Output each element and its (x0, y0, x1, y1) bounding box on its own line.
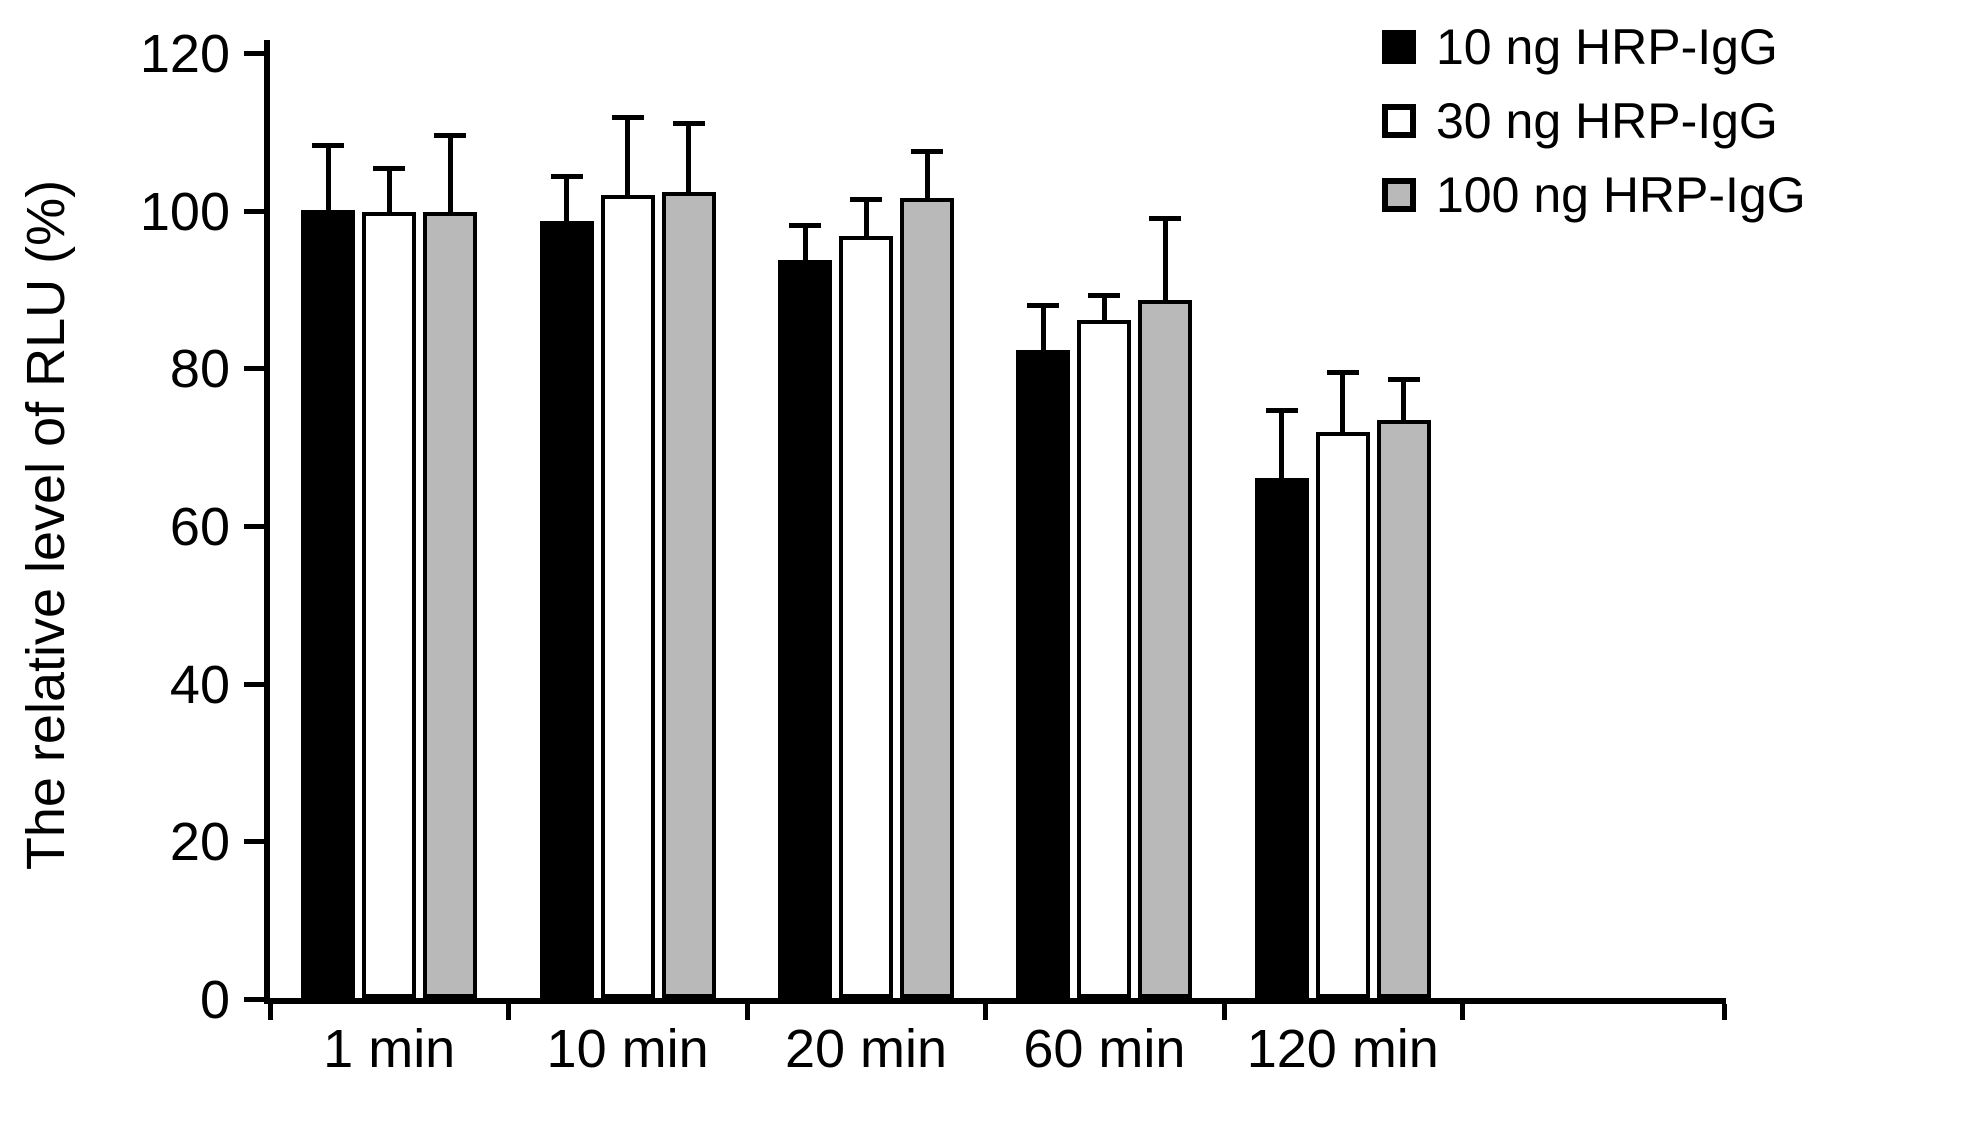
y-tick (244, 51, 264, 56)
error-bar-cap (1027, 303, 1060, 309)
error-bar-cap (611, 115, 644, 121)
y-tick-label: 40 (169, 654, 230, 715)
y-axis-line (264, 40, 270, 1004)
error-bar-cap (1265, 407, 1298, 413)
error-bar-cap (789, 223, 821, 229)
legend-label: 30 ng HRP-IgG (1436, 93, 1778, 149)
bar (778, 260, 832, 998)
error-bar-line (1040, 305, 1046, 350)
error-bar-line (924, 151, 930, 198)
y-tick-label: 0 (199, 970, 230, 1030)
error-bar-line (625, 117, 631, 196)
x-tick (506, 1004, 512, 1020)
bar (539, 221, 594, 998)
bar (600, 195, 655, 998)
error-bar-cap (1326, 370, 1359, 376)
y-tick (244, 524, 264, 529)
bar (900, 197, 954, 998)
error-bar-line (1101, 294, 1107, 321)
error-bar-cap (1387, 377, 1420, 383)
error-bar-cap (550, 173, 583, 179)
x-axis-label: 60 min (1023, 1019, 1186, 1079)
error-bar-cap (1088, 292, 1121, 298)
legend-item: 30 ng HRP-IgG (1382, 90, 1806, 152)
error-bar-cap (672, 120, 705, 126)
legend-item: 100 ng HRP-IgG (1382, 164, 1806, 226)
y-tick-label: 60 (169, 497, 230, 557)
bar (1376, 420, 1431, 998)
error-bar-line (863, 199, 869, 236)
error-bar-line (447, 134, 453, 213)
y-tick (244, 681, 264, 687)
y-tick-label: 20 (169, 812, 230, 873)
error-bar-line (686, 122, 692, 192)
y-tick (244, 208, 264, 214)
legend-swatch (1382, 104, 1416, 138)
bar (1138, 299, 1193, 998)
legend-item: 10 ng HRP-IgG (1382, 16, 1806, 78)
bar (423, 212, 478, 998)
bar (1016, 349, 1071, 998)
x-tick (983, 1004, 989, 1020)
y-tick-label: 80 (169, 339, 230, 400)
x-tick (268, 1004, 273, 1020)
bar (1315, 431, 1370, 998)
error-bar-line (325, 145, 331, 210)
bar (1077, 320, 1132, 998)
error-bar-line (564, 175, 570, 222)
bar (839, 235, 893, 998)
bar (301, 209, 356, 998)
x-tick (1722, 1004, 1727, 1020)
x-axis-label: 1 min (323, 1019, 456, 1079)
legend-label: 100 ng HRP-IgG (1436, 167, 1806, 223)
legend: 10 ng HRP-IgG 30 ng HRP-IgG 100 ng HRP-IgG (1382, 16, 1806, 238)
error-bar-line (1340, 372, 1346, 432)
error-bar-line (1401, 379, 1407, 421)
y-tick-label: 120 (139, 24, 230, 84)
error-bar-cap (1149, 215, 1182, 221)
legend-swatch (1382, 30, 1416, 64)
error-bar-cap (312, 143, 345, 149)
x-tick (1460, 1004, 1465, 1020)
x-tick (744, 1004, 750, 1020)
error-bar-line (1279, 409, 1285, 478)
bar (1254, 477, 1309, 998)
error-bar-line (1162, 217, 1168, 300)
bar (362, 212, 417, 998)
error-bar-cap (850, 197, 882, 203)
legend-swatch (1382, 178, 1416, 212)
y-tick (244, 997, 264, 1002)
error-bar-line (802, 225, 808, 261)
x-axis-label: 10 min (546, 1019, 709, 1079)
error-bar-cap (911, 149, 943, 155)
error-bar-cap (434, 132, 467, 138)
y-tick (244, 366, 264, 372)
y-tick-label: 100 (139, 181, 230, 242)
x-axis-label: 20 min (784, 1019, 948, 1079)
x-axis-label: 120 min (1246, 1019, 1439, 1079)
x-tick (1221, 1004, 1227, 1020)
error-bar-line (386, 167, 392, 213)
error-bar-cap (373, 165, 406, 171)
y-tick (244, 839, 264, 845)
legend-label: 10 ng HRP-IgG (1436, 19, 1778, 75)
bar (661, 191, 716, 998)
x-axis-line (264, 998, 1726, 1004)
